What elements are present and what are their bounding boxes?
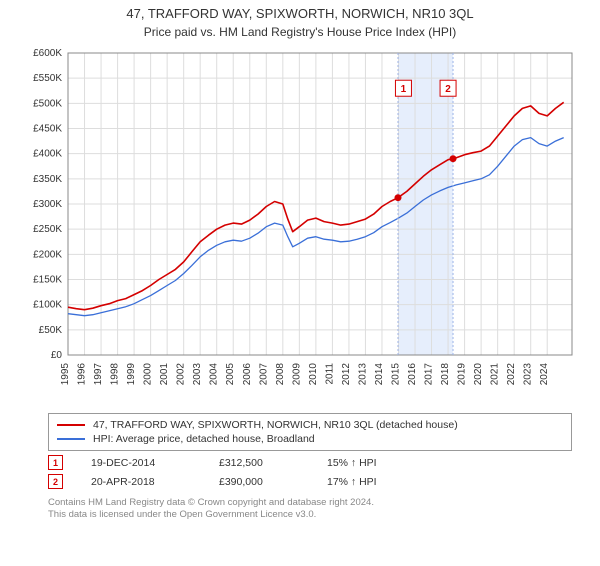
- sale-price-2: £390,000: [219, 476, 299, 488]
- sale-hpi-2: 17% ↑ HPI: [327, 476, 377, 488]
- svg-text:2020: 2020: [473, 363, 484, 386]
- svg-text:2: 2: [445, 84, 451, 95]
- sale-hpi-1: 15% ↑ HPI: [327, 457, 377, 469]
- svg-text:2010: 2010: [308, 363, 319, 386]
- svg-text:2017: 2017: [424, 363, 435, 386]
- svg-text:2023: 2023: [523, 363, 534, 386]
- chart: £0 £50K £100K £150K £200K £250K £300K £350K £400…: [20, 45, 580, 405]
- svg-text:2006: 2006: [242, 363, 253, 386]
- svg-text:2003: 2003: [192, 363, 203, 386]
- chart-container: 47, TRAFFORD WAY, SPIXWORTH, NORWICH, NR…: [0, 6, 600, 566]
- svg-text:2002: 2002: [176, 363, 187, 386]
- svg-text:2009: 2009: [291, 363, 302, 386]
- chart-svg: £0 £50K £100K £150K £200K £250K £300K £350K £400…: [20, 45, 580, 405]
- svg-text:2018: 2018: [440, 363, 451, 386]
- svg-text:1997: 1997: [93, 363, 104, 386]
- footnote: Contains HM Land Registry data © Crown c…: [48, 497, 572, 522]
- svg-text:1999: 1999: [126, 363, 137, 386]
- svg-text:2001: 2001: [159, 363, 170, 386]
- sale-date-1: 19-DEC-2014: [91, 457, 191, 469]
- svg-text:£100K: £100K: [33, 300, 62, 311]
- svg-text:2013: 2013: [357, 363, 368, 386]
- svg-text:1998: 1998: [110, 363, 121, 386]
- sale-marker-1: 1: [48, 455, 63, 470]
- sale-marker-2: 2: [48, 474, 63, 489]
- svg-text:2022: 2022: [506, 363, 517, 386]
- sale-price-1: £312,500: [219, 457, 299, 469]
- svg-text:2000: 2000: [143, 363, 154, 386]
- svg-text:2004: 2004: [209, 363, 220, 386]
- svg-text:£250K: £250K: [33, 224, 62, 235]
- svg-text:2014: 2014: [374, 363, 385, 386]
- sale-row-2: 2 20-APR-2018 £390,000 17% ↑ HPI: [48, 474, 572, 489]
- legend-swatch-hpi: [57, 438, 85, 440]
- legend-item-property: 47, TRAFFORD WAY, SPIXWORTH, NORWICH, NR…: [57, 418, 563, 432]
- svg-text:£400K: £400K: [33, 149, 62, 160]
- svg-text:1996: 1996: [77, 363, 88, 386]
- page-title: 47, TRAFFORD WAY, SPIXWORTH, NORWICH, NR…: [0, 6, 600, 21]
- legend: 47, TRAFFORD WAY, SPIXWORTH, NORWICH, NR…: [48, 413, 572, 451]
- svg-text:£450K: £450K: [33, 124, 62, 135]
- svg-text:£300K: £300K: [33, 199, 62, 210]
- sale-row-1: 1 19-DEC-2014 £312,500 15% ↑ HPI: [48, 455, 572, 470]
- svg-text:2021: 2021: [490, 363, 501, 386]
- footnote-line2: This data is licensed under the Open Gov…: [48, 509, 572, 521]
- svg-text:2012: 2012: [341, 363, 352, 386]
- svg-text:1995: 1995: [60, 363, 71, 386]
- svg-text:£500K: £500K: [33, 98, 62, 109]
- svg-text:2011: 2011: [324, 363, 335, 385]
- svg-text:£600K: £600K: [33, 48, 62, 59]
- legend-swatch-property: [57, 424, 85, 426]
- sale-date-2: 20-APR-2018: [91, 476, 191, 488]
- svg-text:2005: 2005: [225, 363, 236, 386]
- legend-label-property: 47, TRAFFORD WAY, SPIXWORTH, NORWICH, NR…: [93, 419, 458, 431]
- page-subtitle: Price paid vs. HM Land Registry's House …: [0, 25, 600, 39]
- svg-text:£350K: £350K: [33, 174, 62, 185]
- svg-text:1: 1: [401, 84, 407, 95]
- svg-text:£550K: £550K: [33, 73, 62, 84]
- svg-text:2024: 2024: [539, 363, 550, 386]
- svg-text:£50K: £50K: [39, 325, 63, 336]
- svg-text:2019: 2019: [457, 363, 468, 386]
- svg-text:2007: 2007: [258, 363, 269, 386]
- legend-label-hpi: HPI: Average price, detached house, Broa…: [93, 433, 315, 445]
- footnote-line1: Contains HM Land Registry data © Crown c…: [48, 497, 572, 509]
- svg-text:£0: £0: [51, 350, 63, 361]
- svg-text:2015: 2015: [390, 363, 401, 386]
- svg-text:£150K: £150K: [33, 275, 62, 286]
- svg-text:2008: 2008: [275, 363, 286, 386]
- legend-item-hpi: HPI: Average price, detached house, Broa…: [57, 432, 563, 446]
- svg-text:£200K: £200K: [33, 249, 62, 260]
- svg-text:2016: 2016: [407, 363, 418, 386]
